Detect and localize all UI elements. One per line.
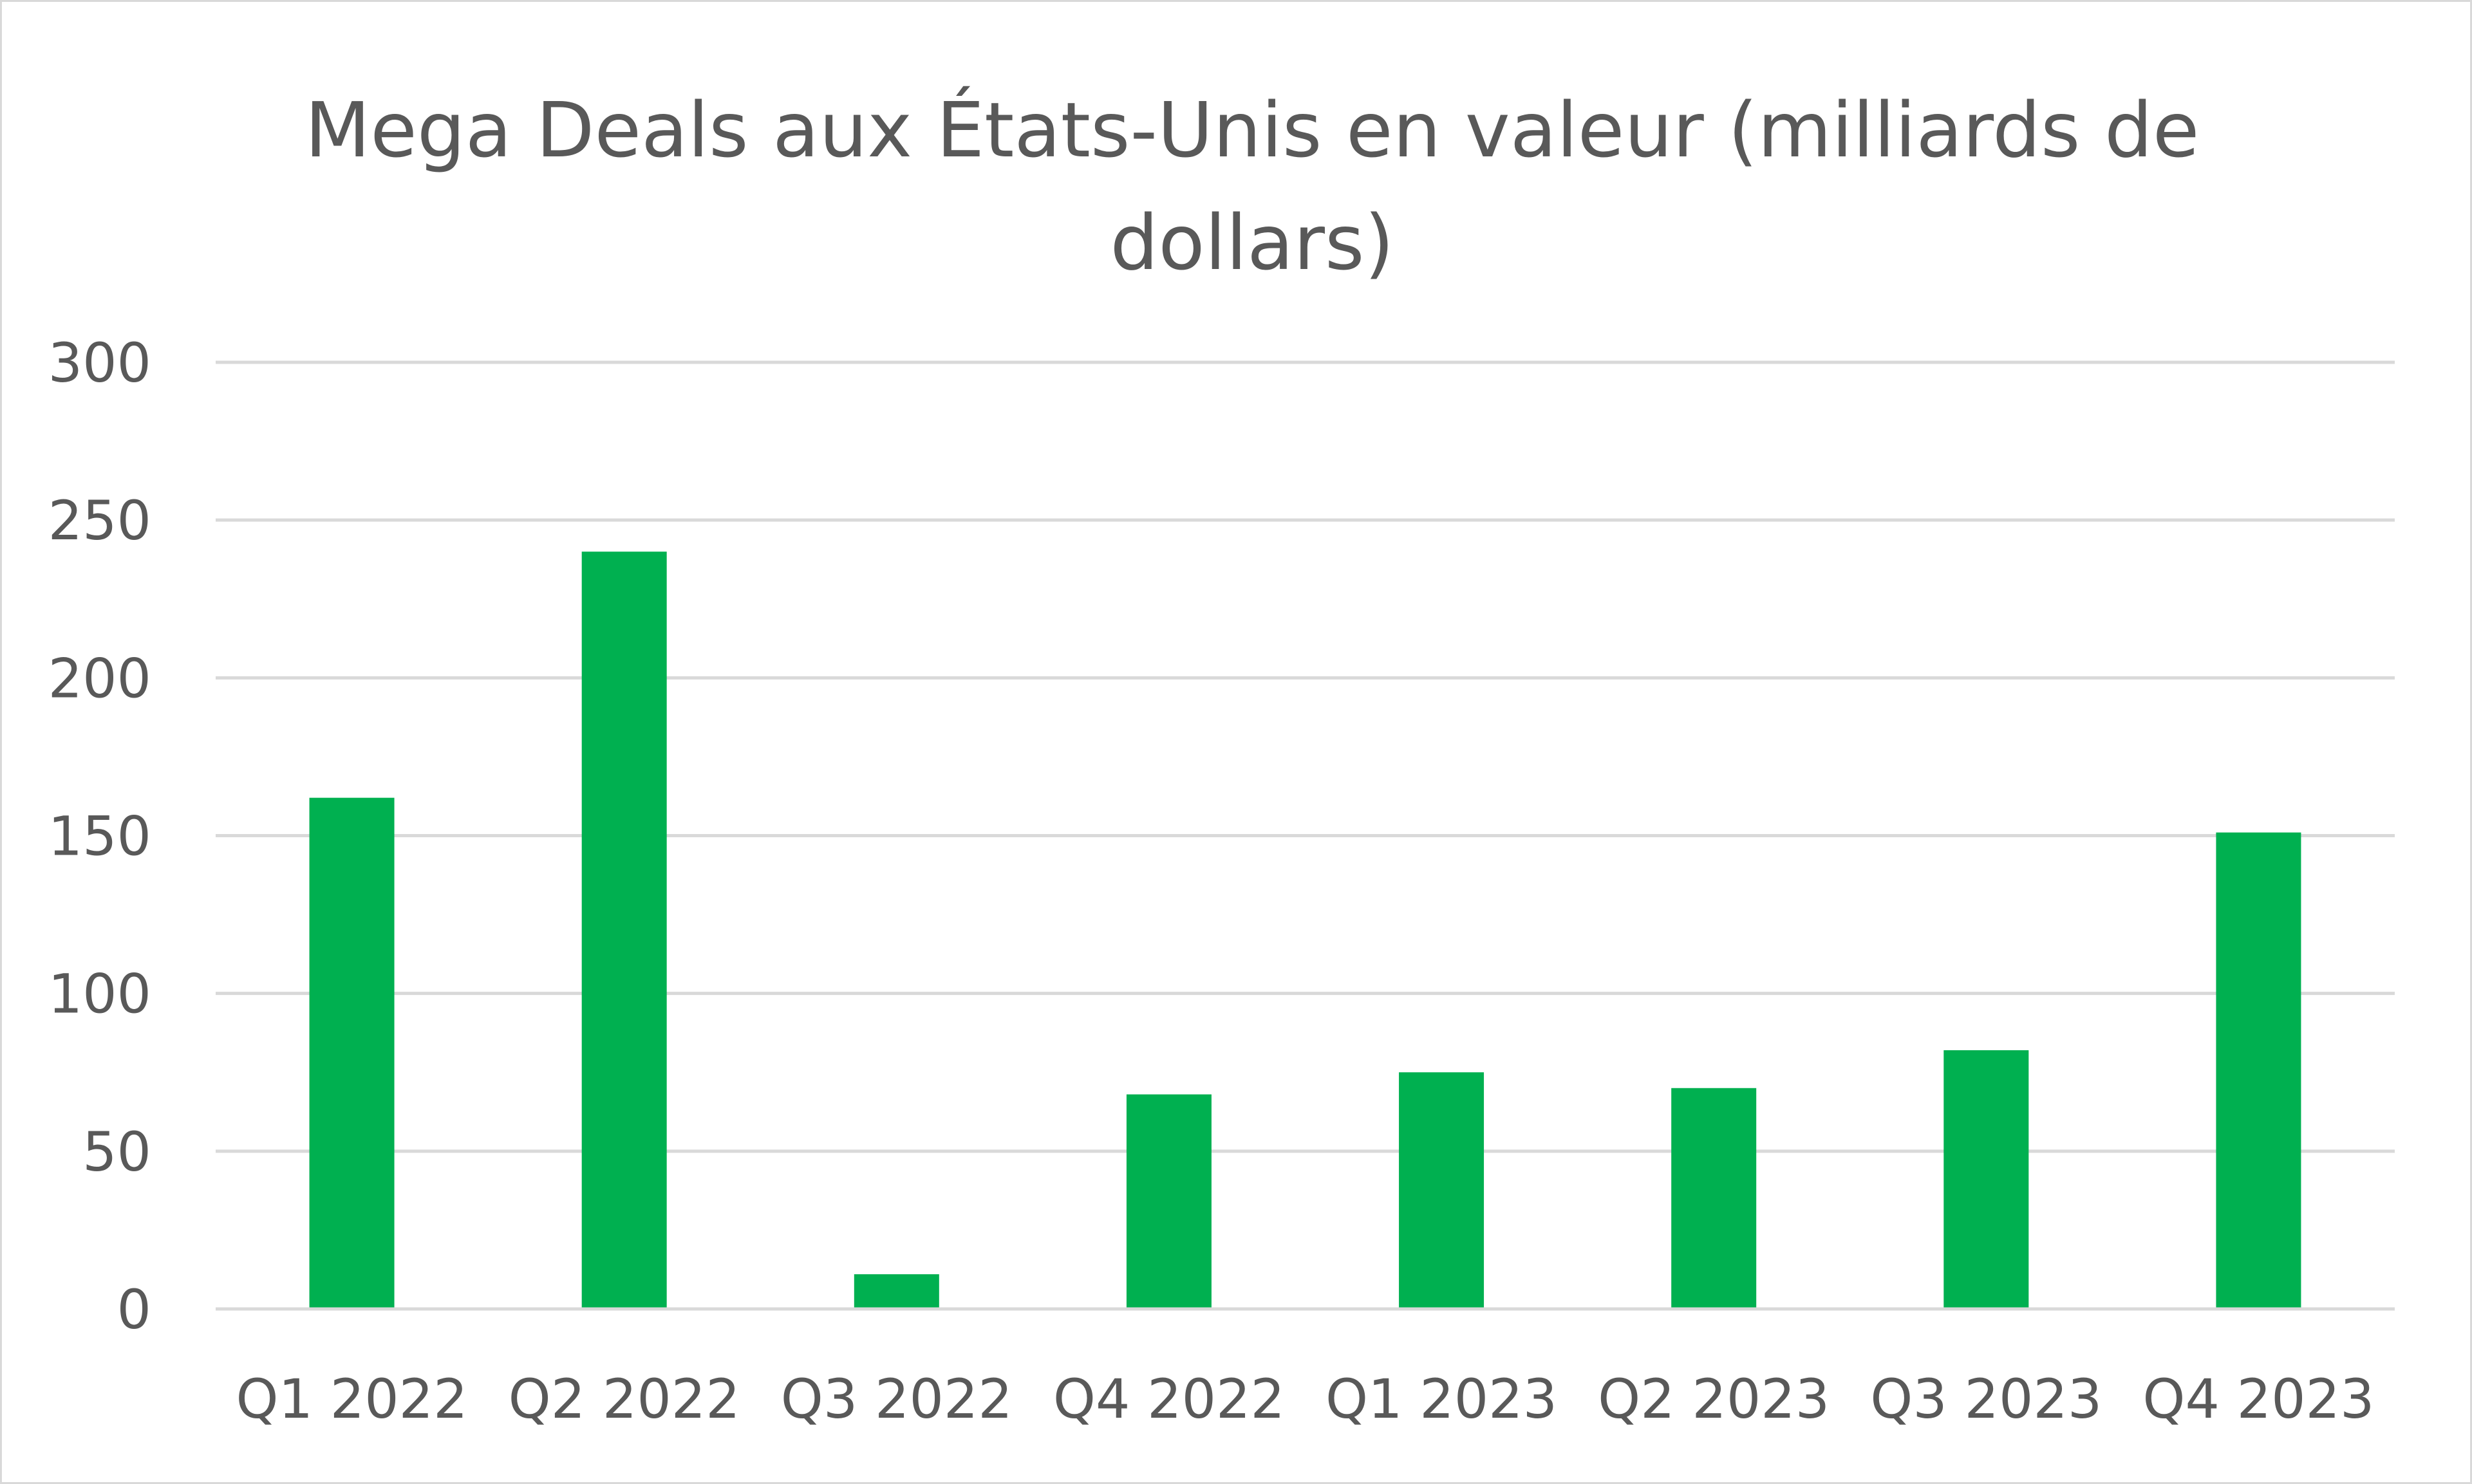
x-axis-tick-labels: Q1 2022 Q2 2022 Q3 2022 Q4 2022 Q1 2023 Q2 20… xyxy=(236,1368,2375,1431)
y-axis-tick-labels: 0 50 100 150 200 250 300 xyxy=(48,331,151,1341)
y-tick-label-200: 200 xyxy=(48,647,151,710)
y-tick-label-300: 300 xyxy=(48,331,151,394)
x-tick-label-q2-2022: Q2 2022 xyxy=(509,1368,740,1431)
bar-q1-2023 xyxy=(1399,1072,1484,1309)
bar-q1-2022 xyxy=(309,797,395,1309)
y-tick-label-0: 0 xyxy=(117,1278,151,1341)
x-tick-label-q2-2023: Q2 2023 xyxy=(1598,1368,1830,1431)
chart-title: Mega Deals aux États-Unis en valeur (mil… xyxy=(305,86,2200,287)
bar-q3-2023 xyxy=(1943,1050,2029,1309)
x-tick-label-q3-2022: Q3 2022 xyxy=(781,1368,1013,1431)
y-tick-label-250: 250 xyxy=(48,489,151,552)
chart-title-line-2: dollars) xyxy=(1110,198,1394,287)
x-tick-label-q4-2023: Q4 2023 xyxy=(2142,1368,2374,1431)
x-tick-label-q4-2022: Q4 2022 xyxy=(1053,1368,1285,1431)
y-tick-label-150: 150 xyxy=(48,805,151,868)
x-tick-label-q1-2023: Q1 2023 xyxy=(1325,1368,1557,1431)
bar-q2-2023 xyxy=(1671,1088,1757,1309)
chart-title-line-1: Mega Deals aux États-Unis en valeur (mil… xyxy=(305,86,2200,174)
bar-q3-2022 xyxy=(854,1274,939,1309)
x-tick-label-q1-2022: Q1 2022 xyxy=(236,1368,468,1431)
bar-q4-2023 xyxy=(2216,832,2301,1309)
gridlines xyxy=(216,360,2395,1153)
bar-q4-2022 xyxy=(1126,1094,1212,1309)
bar-q2-2022 xyxy=(581,552,667,1310)
y-tick-label-100: 100 xyxy=(48,963,151,1026)
bars xyxy=(309,552,2301,1310)
x-tick-label-q3-2023: Q3 2023 xyxy=(1870,1368,2102,1431)
y-tick-label-50: 50 xyxy=(82,1120,151,1183)
